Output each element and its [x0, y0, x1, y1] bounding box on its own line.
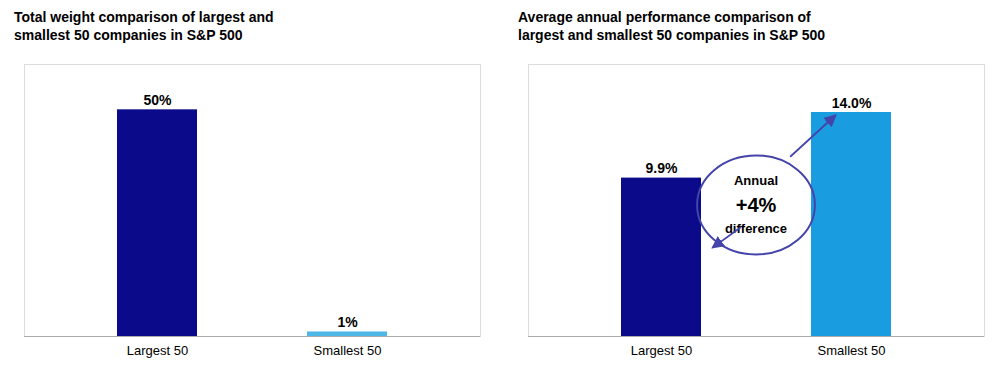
svg-text:Largest 50: Largest 50 [127, 343, 188, 358]
svg-text:+4%: +4% [736, 194, 777, 216]
html-text:Total weight comparison of lar: Total weight comparison of largest and s… [14, 9, 274, 43]
svg-text:Largest 50: Largest 50 [631, 343, 692, 358]
svg-text:Smallest 50: Smallest 50 [818, 343, 886, 358]
html-text:Average annual performance com: Average annual performance comparison of… [518, 9, 826, 43]
svg-text:1%: 1% [337, 314, 358, 330]
svg-text:50%: 50% [143, 92, 172, 108]
svg-text:14.0%: 14.0% [832, 95, 872, 111]
svg-text:Annual: Annual [734, 173, 778, 188]
svg-text:difference: difference [725, 221, 787, 236]
svg-text:9.9%: 9.9% [646, 160, 678, 176]
svg-text:Smallest 50: Smallest 50 [314, 343, 382, 358]
